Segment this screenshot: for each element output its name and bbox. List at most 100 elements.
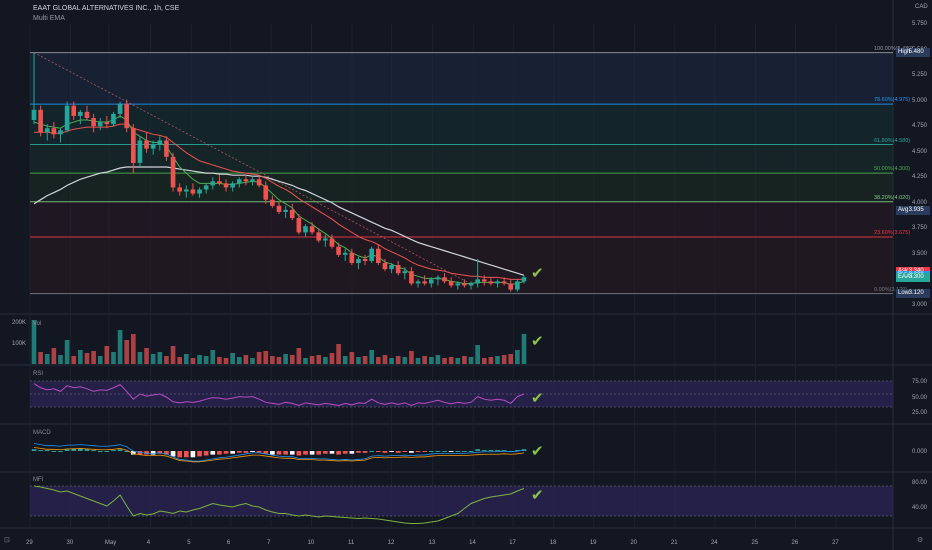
macd-label[interactable]: MACD: [33, 430, 51, 436]
volume-bar: [31, 320, 37, 364]
volume-bar: [395, 356, 401, 364]
candle-body: [97, 122, 103, 127]
macd-hist-bar: [276, 451, 282, 455]
checkmark-2: ✔: [531, 332, 544, 350]
candle-body: [303, 226, 308, 233]
macd-signal-line: [33, 447, 525, 463]
volume-bar: [495, 356, 500, 364]
candle-body: [170, 156, 176, 188]
volume-bar: [296, 348, 302, 364]
candle-body: [91, 117, 96, 127]
symbol-title[interactable]: EAAT GLOBAL ALTERNATIVES INC., 1h, CSE: [33, 5, 180, 12]
macd-hist-bar: [217, 451, 222, 455]
volume-axis-200k: 200K: [12, 320, 27, 326]
candle-body: [521, 277, 527, 282]
candle-body: [409, 271, 414, 284]
candle-body: [276, 205, 282, 212]
macd-hist-bar: [157, 451, 163, 454]
candle-body: [256, 179, 262, 186]
candle-body: [190, 189, 196, 194]
date-tick: 7: [266, 540, 271, 546]
volume-bar: [336, 344, 341, 364]
rsi-label[interactable]: RSI: [33, 371, 44, 377]
candle-body: [376, 248, 381, 264]
price-tick: 4.250: [912, 174, 928, 181]
macd-axis-0: 0.000: [912, 449, 928, 455]
macd-hist-bar: [124, 451, 130, 452]
candle-body: [31, 109, 37, 121]
candle-body: [481, 279, 487, 282]
candle-body: [183, 189, 189, 192]
volume-bar: [164, 356, 169, 364]
volume-bar: [508, 354, 514, 364]
price-tick: 5.250: [912, 72, 928, 79]
candle-body: [435, 277, 441, 280]
candle-body: [243, 179, 249, 182]
macd-hist-bar: [164, 451, 169, 455]
fib-zone-0: [30, 52, 893, 105]
date-tick: 27: [832, 540, 839, 546]
volume-bar: [217, 357, 222, 364]
macd-hist-bar: [283, 451, 288, 455]
macd-hist-bar: [104, 451, 110, 452]
ema-slow-line: [33, 166, 525, 276]
volume-bar: [501, 355, 507, 364]
candle-body: [150, 144, 156, 149]
price-badge-eaat: EAAT 3.300: [896, 272, 930, 282]
drawing-tools-icon[interactable]: ⊡: [4, 537, 10, 544]
candle-body: [236, 179, 242, 184]
candle-body: [356, 258, 361, 264]
macd-hist-bar: [230, 451, 235, 454]
macd-hist-bar: [137, 451, 143, 455]
volume-label[interactable]: Vol: [33, 321, 42, 327]
settings-icon[interactable]: ⚙: [917, 537, 924, 544]
indicator-label[interactable]: Multi EMA: [33, 15, 65, 22]
candle-body: [336, 246, 341, 255]
macd-hist-bar: [223, 451, 229, 454]
date-tick: May: [104, 540, 117, 546]
rsi-axis-25: 25.00: [912, 410, 928, 416]
candle-body: [144, 140, 149, 149]
macd-hist-bar: [323, 451, 328, 454]
checkmark-1: ✔: [531, 264, 544, 282]
candle-body: [329, 238, 335, 247]
macd-hist-bar: [376, 451, 381, 452]
volume-bar: [349, 352, 355, 364]
date-tick: 25: [751, 540, 759, 546]
volume-bar: [289, 355, 295, 364]
date-tick: 30: [66, 540, 74, 546]
candle-body: [51, 128, 57, 135]
date-tick: 5: [187, 540, 191, 546]
fib-level-label: 23.60%(3.675): [874, 229, 911, 236]
candle-body: [137, 140, 143, 163]
macd-hist-bar: [203, 451, 209, 456]
volume-bar: [521, 334, 527, 364]
checkmark-4: ✔: [531, 442, 544, 460]
macd-hist-bar: [71, 448, 77, 451]
candle-body: [71, 105, 77, 116]
candle-body: [203, 185, 209, 190]
price-badge-avg: Avg 3.935: [896, 205, 930, 215]
price-tick: 4.000: [912, 199, 928, 206]
date-tick: 21: [670, 540, 678, 546]
macd-hist-bar: [78, 448, 83, 451]
volume-bar: [51, 348, 57, 364]
volume-bar: [243, 355, 249, 364]
volume-bar: [303, 358, 308, 364]
mfi-label[interactable]: MFI: [33, 477, 44, 483]
volume-bar: [91, 351, 96, 364]
macd-hist-bar: [455, 451, 461, 452]
volume-bar: [256, 352, 262, 364]
date-tick: 12: [387, 540, 395, 546]
candle-body: [58, 130, 63, 135]
macd-hist-bar: [197, 451, 202, 457]
candle-body: [124, 103, 130, 129]
macd-hist-bar: [64, 449, 70, 451]
candle-body: [84, 111, 90, 118]
candle-body: [250, 179, 255, 182]
ema-mid-line: [34, 123, 524, 280]
volume-bar: [488, 357, 494, 364]
volume-bar: [78, 350, 83, 364]
volume-bar: [316, 355, 322, 364]
